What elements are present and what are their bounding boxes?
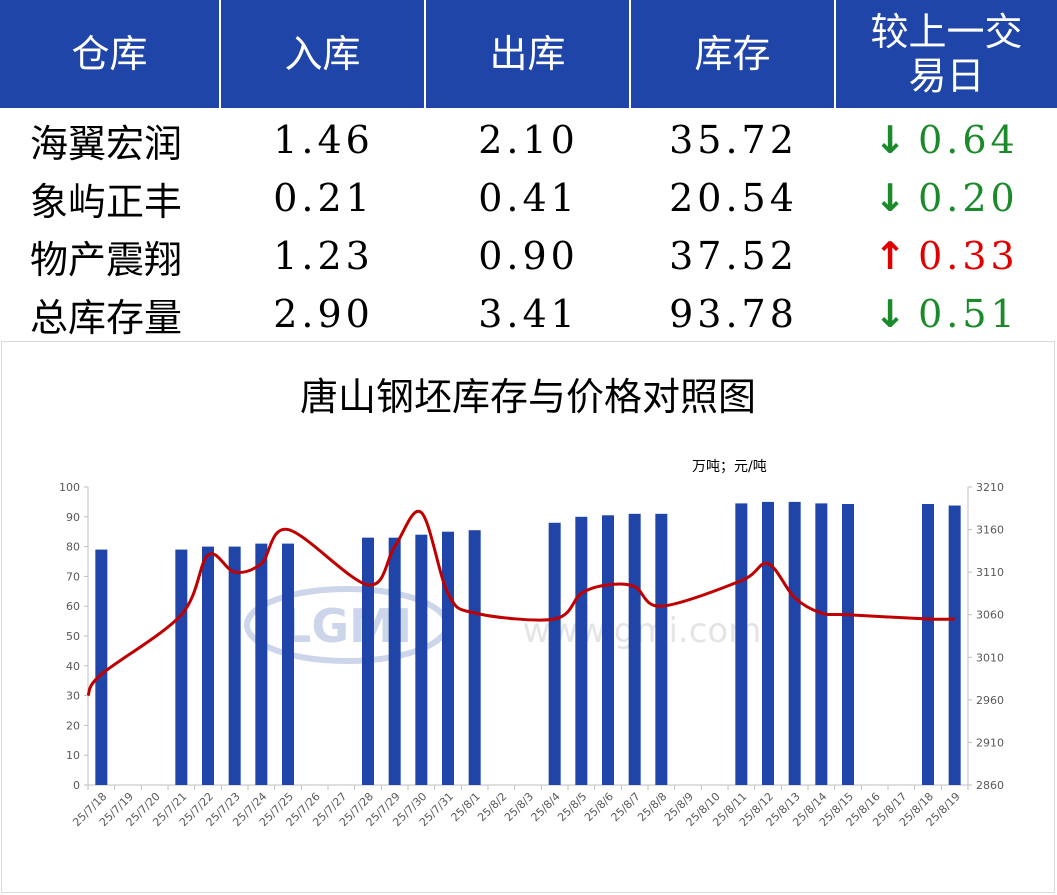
y-right-tick-label: 3110 — [976, 566, 1004, 579]
y-left-tick-label: 30 — [66, 690, 80, 703]
warehouse-name-cell: 象屿正丰 — [30, 179, 183, 224]
x-tick-label: 25/8/5 — [555, 790, 589, 824]
change-cell: ↓ 0.64 — [836, 118, 1057, 162]
y-left-tick-label: 50 — [66, 630, 80, 643]
warehouse-name-cell: 总库存量 — [30, 295, 183, 340]
inventory-bar — [548, 522, 561, 785]
inventory-bar — [282, 543, 294, 785]
table-body: 海翼宏润 1.46 2.10 35.72 ↓ 0.64 象屿正丰 0.21 0.41 20.54 ↓… — [0, 111, 1057, 343]
price-line — [86, 509, 955, 697]
chart-title: 唐山钢坯库存与价格对照图 — [299, 375, 756, 419]
inbound-cell: 0.21 — [273, 176, 374, 220]
inventory-bar — [442, 531, 454, 785]
y-right-tick-label: 2910 — [976, 736, 1004, 749]
inventory-bar — [922, 503, 934, 785]
stock-cell: 37.52 — [669, 234, 798, 278]
warehouse-name-cell: 物产震翔 — [30, 237, 183, 282]
inventory-bar — [788, 501, 801, 785]
outbound-cell: 3.41 — [478, 292, 579, 336]
inventory-bar — [815, 503, 828, 785]
y-right-tick-label: 3060 — [976, 609, 1004, 622]
header-outbound: 出库 — [426, 0, 631, 108]
inventory-bar — [842, 503, 854, 785]
arrow-up-icon: ↑ — [874, 234, 911, 278]
inventory-bar — [175, 549, 188, 785]
inventory-bar — [575, 516, 588, 785]
outbound-cell: 0.41 — [478, 176, 579, 220]
header-change: 较上一交 易日 — [836, 0, 1057, 108]
inventory-bar — [255, 543, 268, 785]
inventory-bar — [628, 513, 641, 785]
x-tick-label: 25/8/6 — [582, 790, 616, 824]
inbound-cell: 2.90 — [273, 292, 374, 336]
inventory-bar — [362, 537, 374, 785]
y-left-tick-label: 20 — [66, 719, 80, 732]
change-value: 0.64 — [918, 118, 1019, 162]
outbound-cell: 0.90 — [478, 234, 579, 278]
unit-label: 万吨；元/吨 — [692, 459, 767, 475]
arrow-down-icon: ↓ — [874, 118, 911, 162]
chart-panel: 唐山钢坯库存与价格对照图 万吨；元/吨 LGMI www.gmi.com 0 10 20… — [1, 341, 1055, 893]
inventory-bar — [468, 530, 481, 785]
inventory-bar — [228, 546, 241, 785]
inventory-bar — [202, 546, 214, 785]
x-tick-label: 25/8/4 — [529, 790, 563, 824]
inbound-cell: 1.46 — [273, 118, 374, 162]
x-tick-label: 25/8/3 — [502, 790, 536, 824]
outbound-cell: 2.10 — [478, 118, 579, 162]
inventory-bar — [948, 505, 961, 785]
table-header: 仓库 入库 出库 库存 较上一交 易日 — [0, 0, 1057, 108]
y-right-tick-label: 3160 — [976, 524, 1004, 537]
inventory-bar — [602, 515, 614, 785]
y-left-tick-label: 10 — [66, 749, 80, 762]
change-value: 0.51 — [918, 292, 1019, 336]
y-right-tick-label: 2960 — [976, 694, 1004, 707]
x-tick-label: 25/8/1 — [449, 790, 483, 824]
y-left-tick-label: 70 — [66, 570, 80, 583]
table-row: 海翼宏润 1.46 2.10 35.72 ↓ 0.64 — [0, 111, 1057, 169]
y-left-tick-label: 90 — [66, 511, 80, 524]
y-right-tick-label: 3210 — [976, 481, 1004, 494]
inventory-bar — [655, 513, 668, 785]
y-left-tick-label: 60 — [66, 600, 80, 613]
change-value: 0.33 — [918, 234, 1019, 278]
y-left-tick-label: 100 — [59, 481, 80, 494]
y-left-tick-label: 0 — [73, 779, 80, 792]
change-cell: ↓ 0.20 — [836, 176, 1057, 220]
arrow-down-icon: ↓ — [874, 176, 911, 220]
y-right-tick-label: 2860 — [976, 779, 1004, 792]
warehouse-name-cell: 海翼宏润 — [30, 121, 183, 166]
arrow-down-icon: ↓ — [874, 292, 911, 336]
inventory-bar — [95, 549, 108, 785]
inventory-bar — [762, 501, 774, 785]
inbound-cell: 1.23 — [273, 234, 374, 278]
y-left-tick-label: 80 — [66, 541, 80, 554]
inventory-bar — [415, 534, 428, 785]
stock-cell: 20.54 — [669, 176, 798, 220]
table-row: 象屿正丰 0.21 0.41 20.54 ↓ 0.20 — [0, 169, 1057, 227]
header-stock: 库存 — [631, 0, 836, 108]
change-cell: ↓ 0.51 — [836, 292, 1057, 336]
change-cell: ↑ 0.33 — [836, 234, 1057, 278]
x-tick-label: 25/8/2 — [475, 790, 509, 824]
y-right-tick-label: 3010 — [976, 651, 1004, 664]
x-tick-label: 25/8/8 — [635, 790, 669, 824]
stock-cell: 93.78 — [669, 292, 798, 336]
header-inbound: 入库 — [221, 0, 426, 108]
header-warehouse: 仓库 — [0, 0, 221, 108]
change-value: 0.20 — [918, 176, 1019, 220]
inventory-bar — [735, 503, 748, 785]
y-left-tick-label: 40 — [66, 660, 80, 673]
stock-cell: 35.72 — [669, 118, 798, 162]
table-row: 物产震翔 1.23 0.90 37.52 ↑ 0.33 — [0, 227, 1057, 285]
inventory-bar — [388, 537, 401, 785]
chart-svg: LGMI www.gmi.com0102030405060708090100286… — [59, 481, 1004, 829]
table-row: 总库存量 2.90 3.41 93.78 ↓ 0.51 — [0, 285, 1057, 343]
x-tick-label: 25/8/7 — [609, 790, 643, 824]
